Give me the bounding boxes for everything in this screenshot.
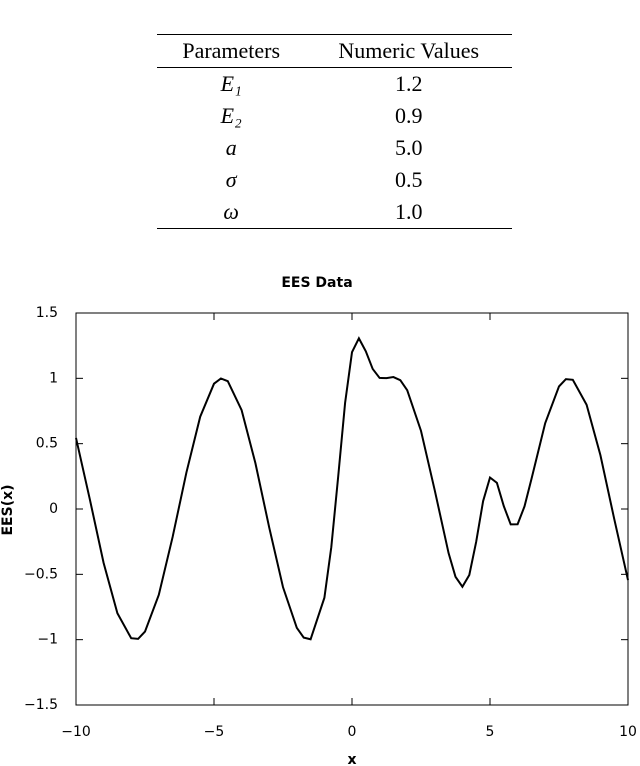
- x-tick-label: 10: [619, 724, 637, 740]
- header-cell: Parameters: [182, 38, 281, 63]
- table-row: E₂ 0.9: [157, 100, 512, 132]
- value-cell: 1.0: [394, 199, 423, 224]
- header-cell: Numeric Values: [338, 38, 480, 63]
- y-tick-label: 0: [49, 501, 58, 517]
- y-tick-label: −1: [37, 632, 58, 648]
- value-cell: 0.9: [394, 103, 423, 128]
- x-tick-label: 5: [486, 724, 495, 740]
- y-axis-label: EES(x): [0, 484, 16, 535]
- value-cell: 0.5: [394, 167, 423, 192]
- y-tick-label: 1.5: [36, 305, 58, 321]
- parameter-cell: ω: [223, 199, 239, 224]
- x-tick-label: −5: [204, 724, 225, 740]
- chart-title: EES Data: [281, 275, 352, 291]
- table-row: ω 1.0: [157, 196, 512, 229]
- chart: EES Data x EES(x) −10 −5 0 5 10 −1.5 −1 −0.5 0 0.…: [0, 275, 637, 766]
- data-line: [75, 336, 629, 641]
- value-cell: 5.0: [394, 135, 423, 160]
- parameter-cell: a: [225, 135, 237, 160]
- y-tick-label: −0.5: [24, 566, 58, 582]
- x-tick-label: −10: [61, 724, 91, 740]
- value-cell: 1.2: [394, 71, 423, 96]
- y-tick-label: 0.5: [36, 436, 58, 452]
- parameter-table: Parameters Numeric Values E₁ 1.2 E₂ 0.9 a 5.0…: [157, 34, 512, 229]
- parameter-cell: σ: [225, 167, 237, 192]
- table-row: σ 0.5: [157, 164, 512, 196]
- table-row: E₁ 1.2: [157, 68, 512, 101]
- parameter-cell: E₂: [220, 103, 242, 128]
- x-tick-label: 0: [348, 724, 357, 740]
- y-tick-label: 1: [49, 370, 58, 386]
- parameter-cell: E₁: [220, 71, 242, 96]
- table-row: a 5.0: [157, 132, 512, 164]
- header-row: Parameters Numeric Values: [157, 34, 512, 68]
- x-axis-label: x: [347, 752, 356, 766]
- plot-frame: [75, 312, 629, 706]
- y-tick-label: −1.5: [24, 697, 58, 713]
